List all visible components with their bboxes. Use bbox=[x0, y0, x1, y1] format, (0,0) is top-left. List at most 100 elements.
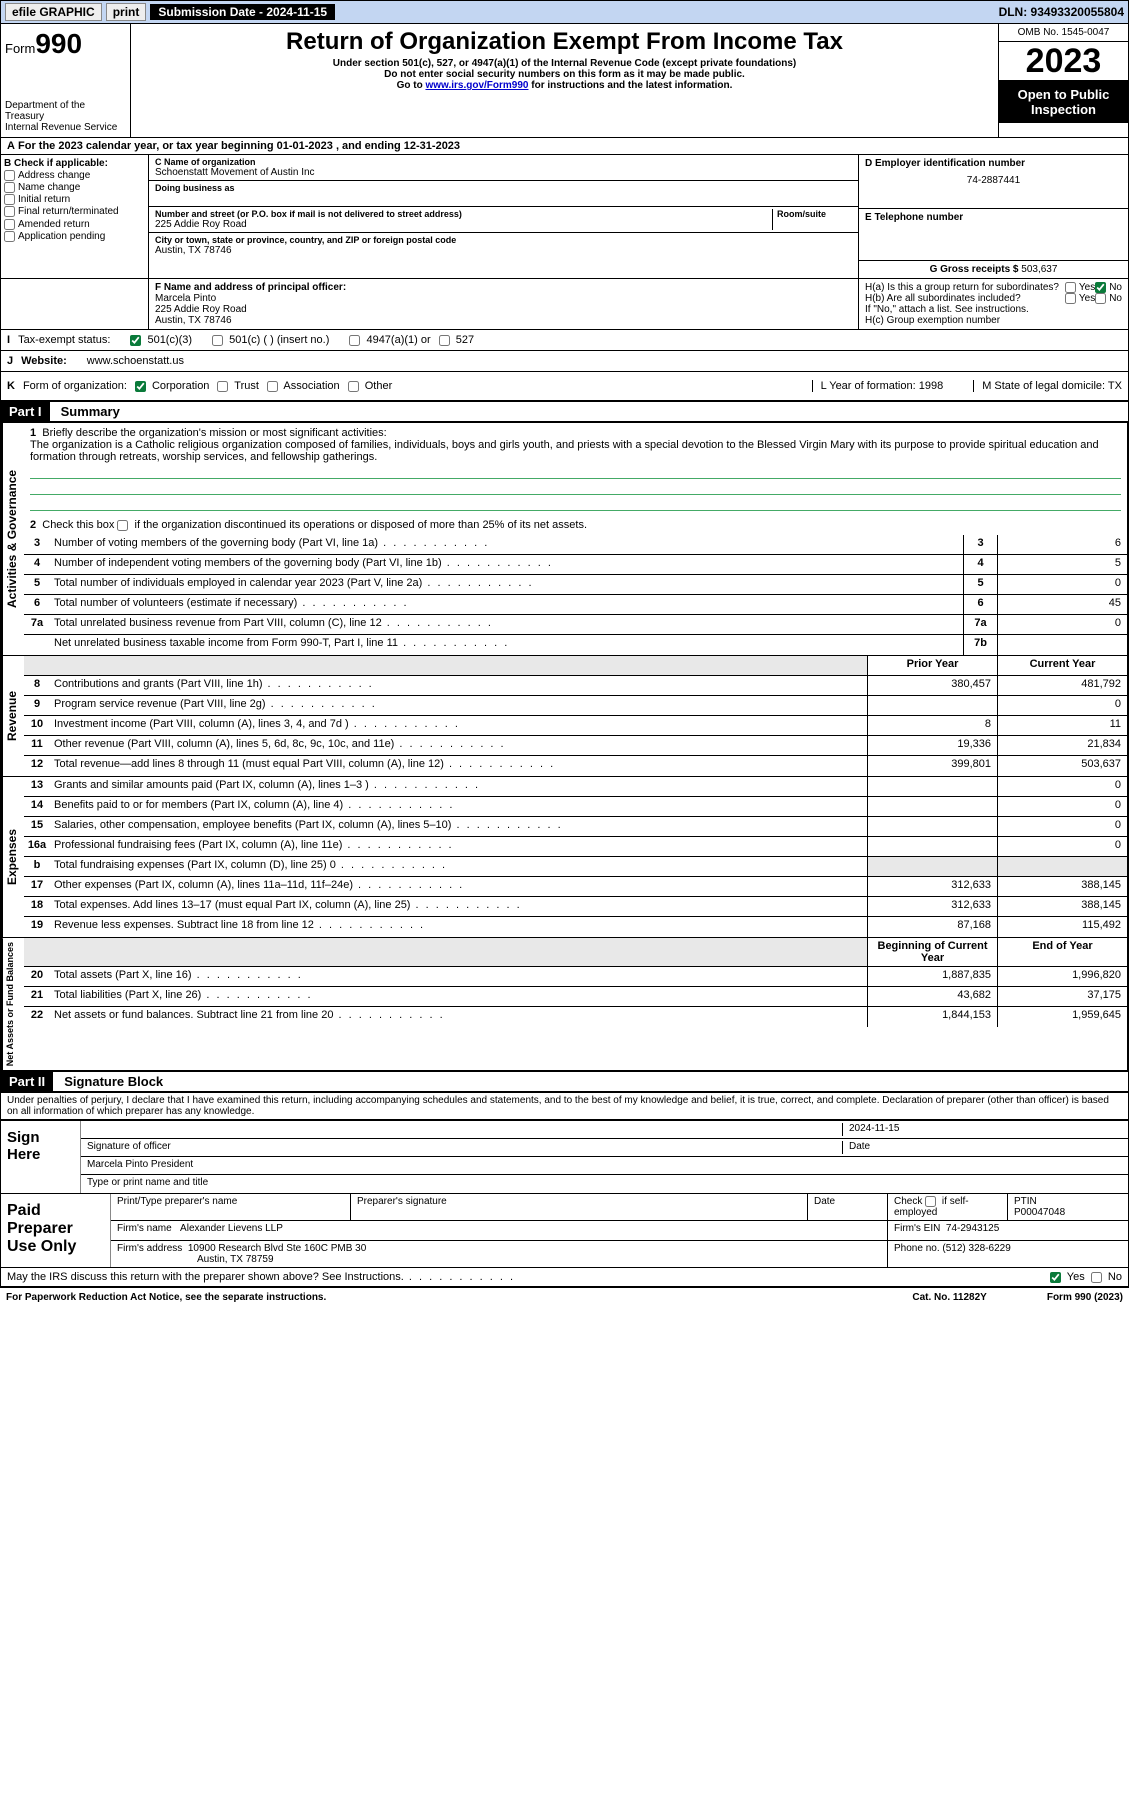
omb-number: OMB No. 1545-0047 bbox=[999, 24, 1128, 42]
ha-no[interactable] bbox=[1095, 282, 1106, 293]
header-middle: Return of Organization Exempt From Incom… bbox=[131, 24, 998, 137]
sig-officer-label: Signature of officer bbox=[87, 1141, 842, 1154]
table-row: 5Total number of individuals employed in… bbox=[24, 575, 1127, 595]
vlabel-net: Net Assets or Fund Balances bbox=[2, 938, 24, 1070]
col-end: End of Year bbox=[997, 938, 1127, 966]
netassets-section: Net Assets or Fund Balances Beginning of… bbox=[2, 937, 1127, 1070]
firm-addr1: 10900 Research Blvd Ste 160C PMB 30 bbox=[188, 1243, 366, 1254]
hc-label: H(c) Group exemption number bbox=[865, 315, 1122, 326]
cb-discontinued[interactable] bbox=[117, 520, 128, 531]
table-row: 22Net assets or fund balances. Subtract … bbox=[24, 1007, 1127, 1027]
ha-yes[interactable] bbox=[1065, 282, 1076, 293]
cb-501c3[interactable] bbox=[130, 335, 141, 346]
sign-date-label: Date bbox=[842, 1141, 1122, 1154]
cb-corp[interactable] bbox=[135, 381, 146, 392]
table-row: bTotal fundraising expenses (Part IX, co… bbox=[24, 857, 1127, 877]
formorg-label: Form of organization: bbox=[23, 380, 127, 392]
firm-ein: 74-2943125 bbox=[946, 1223, 999, 1234]
cb-4947[interactable] bbox=[349, 335, 360, 346]
dln-label: DLN: 93493320055804 bbox=[999, 5, 1124, 19]
firm-name: Alexander Lievens LLP bbox=[180, 1223, 283, 1234]
cb-selfemp[interactable] bbox=[925, 1196, 936, 1207]
org-address: 225 Addie Roy Road bbox=[155, 219, 772, 230]
footer-right: Form 990 (2023) bbox=[1047, 1292, 1123, 1303]
box-h: H(a) Is this a group return for subordin… bbox=[858, 279, 1128, 329]
firm-ein-label: Firm's EIN bbox=[894, 1223, 940, 1234]
officer-name: Marcela Pinto bbox=[155, 293, 852, 304]
top-bar: efile GRAPHIC print Submission Date - 20… bbox=[0, 0, 1129, 24]
cb-other[interactable] bbox=[348, 381, 359, 392]
table-row: 6Total number of volunteers (estimate if… bbox=[24, 595, 1127, 615]
part2-title: Part II bbox=[1, 1072, 53, 1091]
box-d-e-g: D Employer identification number 74-2887… bbox=[858, 155, 1128, 278]
paid-preparer-block: Paid Preparer Use Only Print/Type prepar… bbox=[0, 1194, 1129, 1268]
col-begin: Beginning of Current Year bbox=[867, 938, 997, 966]
tax-status-label: Tax-exempt status: bbox=[18, 334, 110, 346]
table-row: 9Program service revenue (Part VIII, lin… bbox=[24, 696, 1127, 716]
cb-trust[interactable] bbox=[217, 381, 228, 392]
hb-label: H(b) Are all subordinates included? bbox=[865, 293, 1065, 304]
ein-label: D Employer identification number bbox=[865, 158, 1025, 169]
table-row: 3Number of voting members of the governi… bbox=[24, 535, 1127, 555]
table-row: 10Investment income (Part VIII, column (… bbox=[24, 716, 1127, 736]
part1-title: Part I bbox=[1, 402, 50, 421]
perjury-text: Under penalties of perjury, I declare th… bbox=[0, 1093, 1129, 1119]
firm-label: Firm's name bbox=[117, 1223, 172, 1234]
mission-block: 1 Briefly describe the organization's mi… bbox=[24, 423, 1127, 515]
hb-no[interactable] bbox=[1095, 293, 1106, 304]
officer-addr: 225 Addie Roy Road bbox=[155, 304, 852, 315]
table-row: 19Revenue less expenses. Subtract line 1… bbox=[24, 917, 1127, 937]
cb-initial[interactable]: Initial return bbox=[4, 194, 145, 205]
table-row: 4Number of independent voting members of… bbox=[24, 555, 1127, 575]
form-number: 990 bbox=[35, 28, 82, 59]
org-name: Schoenstatt Movement of Austin Inc bbox=[155, 167, 852, 178]
firm-addr-label: Firm's address bbox=[117, 1243, 182, 1254]
paid-label: Paid Preparer Use Only bbox=[1, 1194, 111, 1267]
expenses-section: Expenses 13Grants and similar amounts pa… bbox=[2, 776, 1127, 937]
footer-left: For Paperwork Reduction Act Notice, see … bbox=[6, 1292, 326, 1303]
state-domicile: M State of legal domicile: TX bbox=[973, 380, 1122, 392]
footer-mid: Cat. No. 11282Y bbox=[912, 1292, 986, 1303]
irs-link[interactable]: www.irs.gov/Form990 bbox=[425, 80, 528, 91]
mission-text: The organization is a Catholic religious… bbox=[30, 439, 1099, 463]
row-k: KForm of organization: Corporation Trust… bbox=[0, 372, 1129, 401]
gross-label: G Gross receipts $ bbox=[930, 264, 1019, 275]
cb-pending[interactable]: Application pending bbox=[4, 231, 145, 242]
table-row: 13Grants and similar amounts paid (Part … bbox=[24, 777, 1127, 797]
cb-name[interactable]: Name change bbox=[4, 182, 145, 193]
print-button[interactable]: print bbox=[106, 3, 147, 21]
sign-type-label: Type or print name and title bbox=[87, 1177, 208, 1191]
prep-name-label: Print/Type preparer's name bbox=[111, 1194, 351, 1220]
phone-label: E Telephone number bbox=[865, 212, 963, 223]
org-name-label: C Name of organization bbox=[155, 157, 852, 167]
prep-self-label: Check if self-employed bbox=[888, 1194, 1008, 1220]
part1-name: Summary bbox=[53, 402, 128, 421]
table-row: 21Total liabilities (Part X, line 26)43,… bbox=[24, 987, 1127, 1007]
box-f: F Name and address of principal officer:… bbox=[149, 279, 858, 329]
cb-final[interactable]: Final return/terminated bbox=[4, 206, 145, 217]
submission-date: Submission Date - 2024-11-15 bbox=[150, 4, 335, 20]
officer-city: Austin, TX 78746 bbox=[155, 315, 852, 326]
cb-address[interactable]: Address change bbox=[4, 170, 145, 181]
cb-527[interactable] bbox=[439, 335, 450, 346]
cb-501c[interactable] bbox=[212, 335, 223, 346]
officer-label: F Name and address of principal officer: bbox=[155, 282, 346, 293]
tax-year: 2023 bbox=[999, 42, 1128, 81]
section-b-block: B Check if applicable: Address change Na… bbox=[0, 155, 1129, 279]
cb-discuss-no[interactable] bbox=[1091, 1272, 1102, 1283]
cb-discuss-yes[interactable] bbox=[1050, 1272, 1061, 1283]
ptin-value: P00047048 bbox=[1014, 1207, 1065, 1218]
col-prior: Prior Year bbox=[867, 656, 997, 675]
vlabel-expenses: Expenses bbox=[2, 777, 24, 937]
table-row: 12Total revenue—add lines 8 through 11 (… bbox=[24, 756, 1127, 776]
cb-assoc[interactable] bbox=[267, 381, 278, 392]
hb-yes[interactable] bbox=[1065, 293, 1076, 304]
header-left: Form990 Department of the Treasury Inter… bbox=[1, 24, 131, 137]
cb-amended[interactable]: Amended return bbox=[4, 219, 145, 230]
sign-block: Sign Here 2024-11-15 Signature of office… bbox=[0, 1119, 1129, 1194]
table-row: 11Other revenue (Part VIII, column (A), … bbox=[24, 736, 1127, 756]
efile-label: efile GRAPHIC bbox=[5, 3, 102, 21]
row-i: ITax-exempt status: 501(c)(3) 501(c) ( )… bbox=[0, 330, 1129, 351]
part2-name: Signature Block bbox=[56, 1072, 171, 1091]
ein-value: 74-2887441 bbox=[865, 175, 1122, 186]
